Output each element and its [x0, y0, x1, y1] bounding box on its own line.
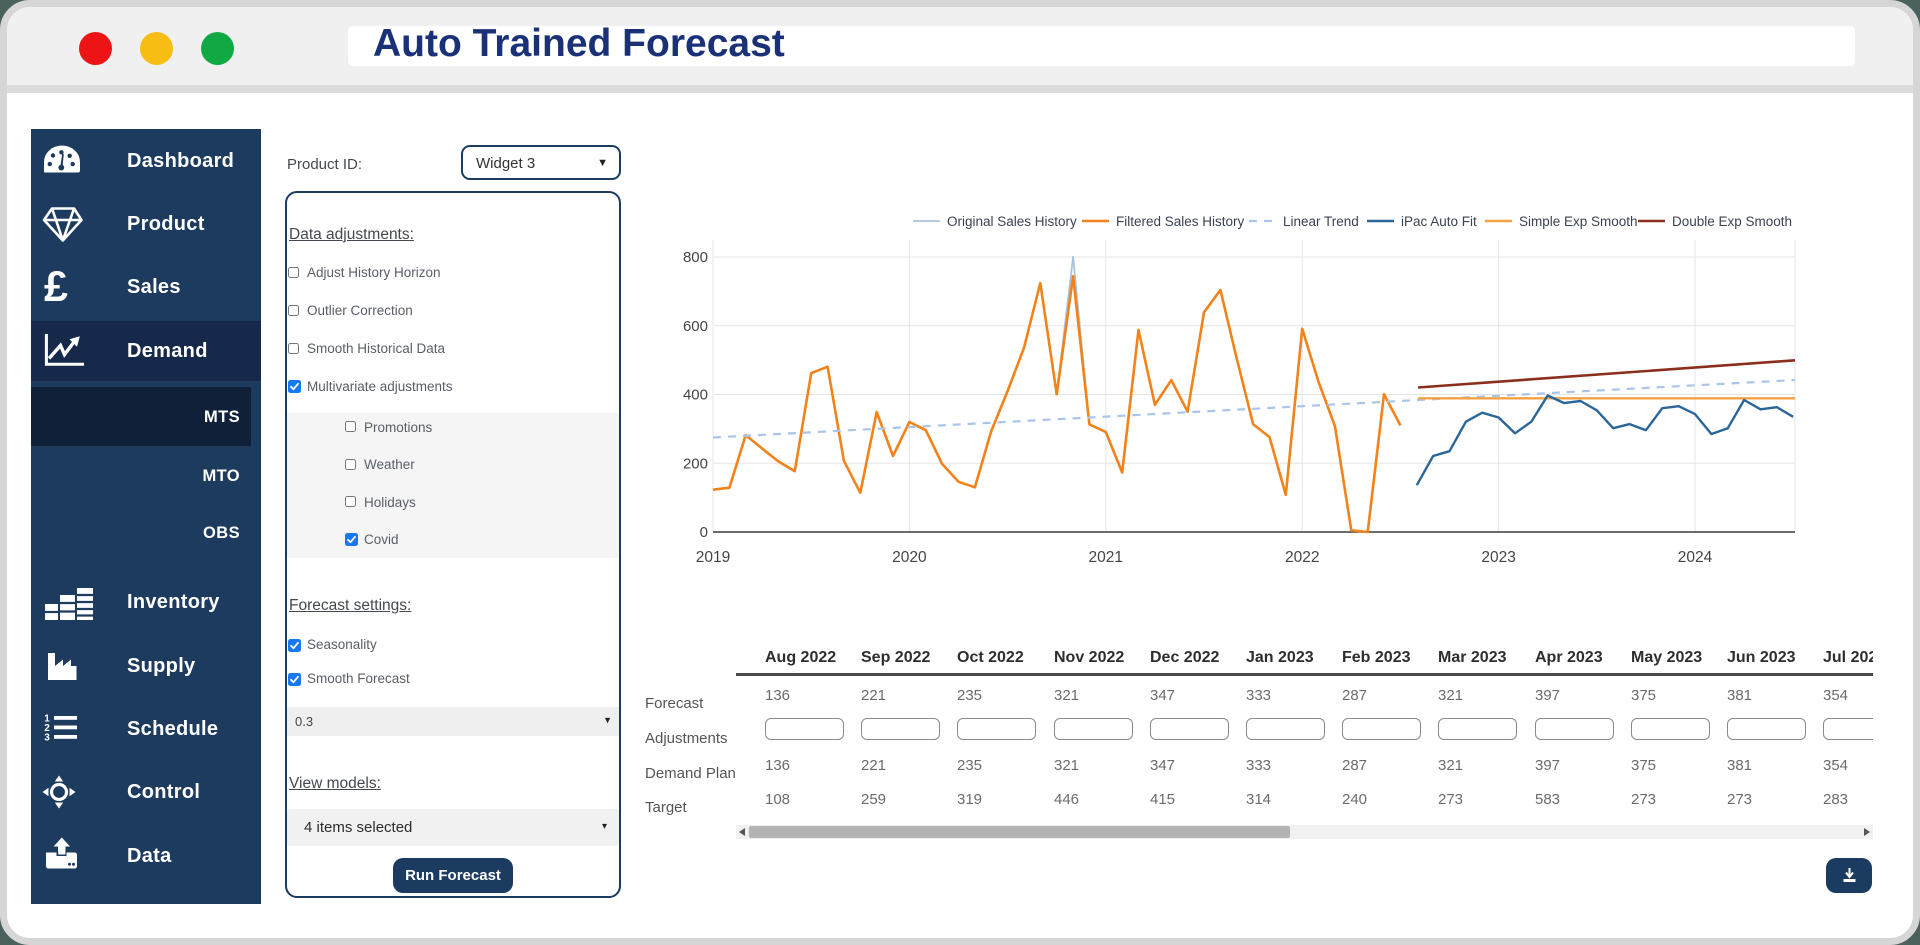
svg-text:Linear Trend: Linear Trend — [1283, 214, 1359, 229]
svg-text:2019: 2019 — [696, 549, 730, 566]
svg-text:2023: 2023 — [1481, 549, 1515, 566]
svg-text:800: 800 — [683, 249, 708, 266]
svg-text:Simple Exp Smooth: Simple Exp Smooth — [1519, 214, 1638, 229]
svg-text:Filtered Sales History: Filtered Sales History — [1116, 214, 1245, 229]
svg-text:iPac Auto Fit: iPac Auto Fit — [1401, 214, 1477, 229]
svg-text:2020: 2020 — [892, 549, 927, 566]
svg-text:3: 3 — [44, 733, 50, 744]
svg-text:200: 200 — [683, 455, 708, 472]
svg-text:0: 0 — [700, 524, 708, 541]
svg-text:600: 600 — [683, 318, 708, 335]
svg-text:2022: 2022 — [1285, 549, 1319, 566]
svg-text:Double Exp Smooth: Double Exp Smooth — [1672, 214, 1792, 229]
svg-text:2021: 2021 — [1089, 549, 1123, 566]
svg-text:2024: 2024 — [1678, 549, 1713, 566]
svg-text:1: 1 — [44, 714, 50, 725]
svg-text:2: 2 — [44, 723, 50, 734]
svg-text:400: 400 — [683, 387, 708, 404]
svg-text:Original Sales History: Original Sales History — [947, 214, 1077, 229]
